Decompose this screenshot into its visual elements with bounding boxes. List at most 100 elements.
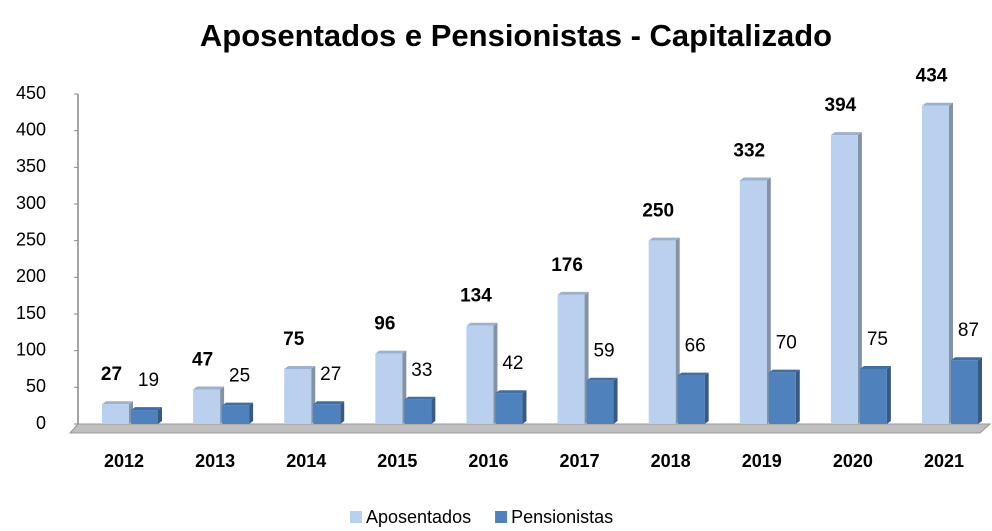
data-label: 27 [101, 364, 122, 385]
data-label: 332 [733, 141, 765, 162]
bar-top [586, 377, 618, 381]
bar [648, 240, 676, 424]
bar-side [704, 372, 709, 424]
x-tick-label: 2012 [104, 451, 144, 471]
bar [586, 380, 614, 424]
bar-top [404, 396, 436, 400]
legend-label: Pensionistas [511, 507, 613, 527]
data-label: 87 [958, 320, 979, 341]
data-label: 70 [776, 333, 797, 354]
bar-top [375, 350, 407, 354]
bar-top [495, 390, 527, 394]
bar-top [830, 132, 862, 136]
x-tick-label: 2014 [286, 451, 326, 471]
bar-side [522, 390, 527, 424]
data-label: 59 [593, 341, 614, 362]
legend-label: Aposentados [366, 507, 471, 527]
bar [677, 375, 705, 424]
bar-side [886, 366, 891, 424]
y-tick-label: 350 [16, 156, 46, 176]
bar [404, 399, 432, 424]
bar-side [795, 369, 800, 424]
bar [222, 405, 250, 424]
bar [859, 369, 887, 424]
bar-side [978, 357, 982, 424]
bar [313, 404, 341, 424]
bar [830, 135, 858, 425]
bar-top [922, 102, 953, 106]
bar-top [768, 369, 800, 373]
legend-swatch [495, 511, 508, 523]
bar-top [466, 322, 498, 326]
bar-side [857, 132, 862, 425]
bar-side [340, 401, 345, 424]
chart-title: Aposentados e Pensionistas - Capitalizad… [200, 18, 832, 53]
x-tick-label: 2016 [468, 451, 508, 471]
bar-top [859, 366, 891, 369]
bar-side [949, 102, 953, 424]
bar-side [613, 377, 618, 424]
bar-top [222, 402, 254, 406]
x-tick-label: 2020 [833, 451, 873, 471]
bar-top [284, 366, 316, 369]
data-label: 75 [283, 329, 305, 350]
x-tick-label: 2017 [560, 451, 600, 471]
floor [68, 423, 992, 434]
data-label: 75 [867, 329, 888, 350]
bar-side [431, 396, 436, 424]
bar [739, 180, 767, 424]
data-label: 66 [685, 336, 706, 357]
data-label: 25 [229, 366, 250, 387]
bar [375, 353, 403, 424]
x-tick-label: 2015 [377, 451, 417, 471]
bar-top [193, 386, 225, 390]
bar-top [951, 357, 982, 361]
bar [102, 404, 129, 424]
y-tick-label: 50 [26, 376, 46, 396]
bar [768, 372, 796, 424]
legend-swatch [350, 511, 362, 523]
data-label: 134 [460, 286, 492, 307]
x-tick-label: 2021 [924, 451, 964, 471]
data-label: 96 [374, 314, 395, 335]
bar-side [158, 407, 162, 424]
y-tick-label: 100 [16, 339, 46, 359]
x-tick-label: 2018 [651, 451, 691, 471]
bar-top [739, 177, 771, 181]
bar [284, 369, 312, 424]
y-tick-label: 200 [16, 266, 46, 286]
bar [922, 105, 949, 424]
bar-top [131, 407, 162, 411]
y-tick-label: 450 [16, 83, 46, 103]
bar-side [766, 177, 771, 424]
data-label: 434 [916, 66, 948, 87]
data-label: 176 [551, 255, 583, 276]
data-label: 47 [192, 350, 213, 371]
bar [131, 410, 158, 424]
y-tick-label: 250 [16, 229, 46, 249]
x-tick-label: 2013 [195, 451, 235, 471]
y-tick-label: 300 [16, 193, 46, 213]
data-label: 394 [825, 95, 857, 116]
y-tick-label: 400 [16, 119, 46, 139]
data-label: 27 [320, 364, 341, 385]
bar-top [677, 372, 709, 376]
y-tick-label: 150 [16, 303, 46, 323]
bar [193, 389, 221, 424]
bar [466, 325, 494, 424]
data-label: 33 [411, 360, 432, 381]
bar-top [557, 291, 589, 295]
x-tick-label: 2019 [742, 451, 782, 471]
data-label: 19 [138, 370, 159, 391]
bar [951, 360, 978, 424]
y-tick-label: 0 [36, 413, 46, 433]
bar-side [249, 402, 254, 424]
bar [557, 294, 585, 424]
data-label: 42 [502, 353, 523, 374]
data-label: 250 [642, 201, 674, 222]
bar-top [313, 401, 345, 405]
bar-top [102, 401, 133, 405]
bar [495, 393, 523, 424]
bar-top [648, 237, 680, 241]
